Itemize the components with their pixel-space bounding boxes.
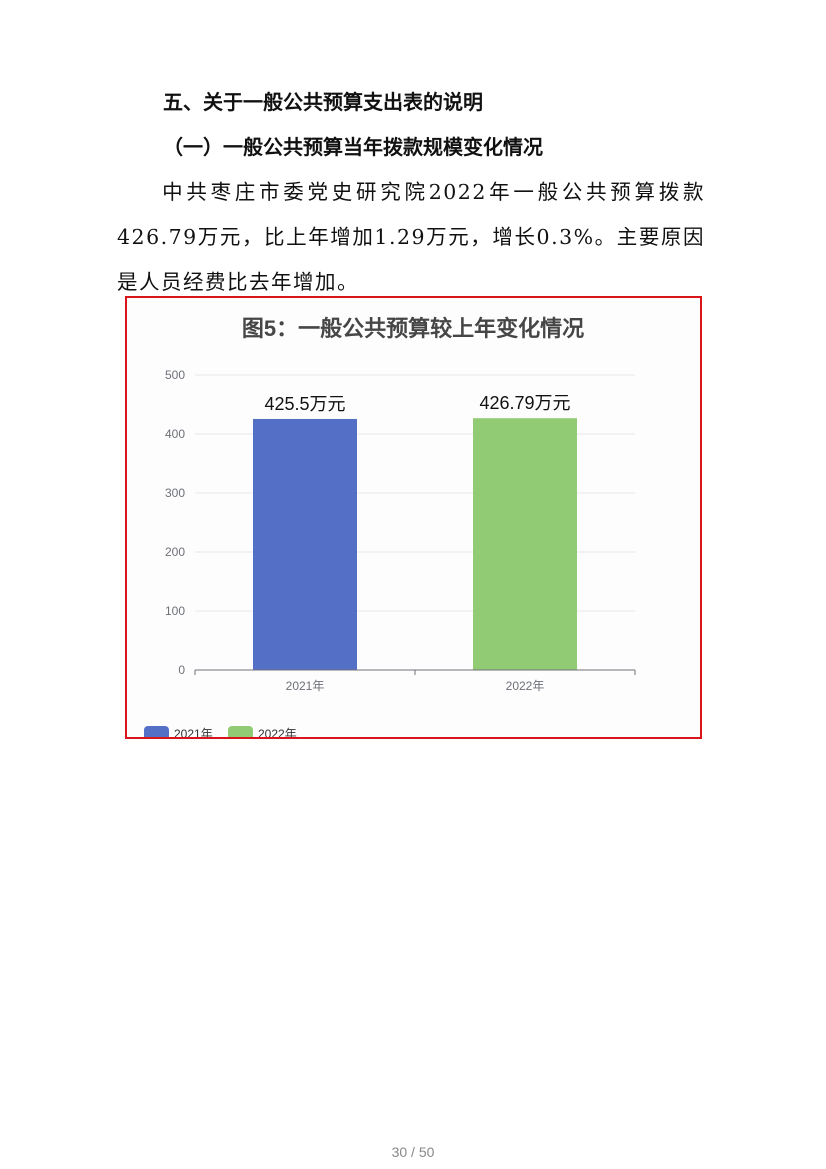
y-tick-label: 400 bbox=[165, 427, 185, 441]
legend-label: 2022年 bbox=[258, 727, 297, 737]
data-label: 426.79万元 bbox=[479, 393, 570, 413]
x-tick-label: 2022年 bbox=[506, 679, 545, 693]
chart-title: 图5：一般公共预算较上年变化情况 bbox=[242, 316, 584, 341]
legend-swatch bbox=[228, 726, 253, 737]
legend-swatch bbox=[144, 726, 169, 737]
bar bbox=[473, 418, 577, 670]
bar bbox=[253, 418, 357, 670]
body-paragraph: 中共枣庄市委党史研究院2022年一般公共预算拨款426.79万元，比上年增加1.… bbox=[117, 180, 705, 294]
chart-svg: 图5：一般公共预算较上年变化情况 0 100 200 300 400 500 425.5万元 2… bbox=[144, 316, 636, 737]
subsection-heading: （一）一般公共预算当年拨款规模变化情况 bbox=[163, 135, 543, 159]
bar-chart: 图5：一般公共预算较上年变化情况 0 100 200 300 400 500 425.5万元 2… bbox=[125, 296, 702, 739]
y-tick-label: 200 bbox=[165, 545, 185, 559]
y-tick-label: 100 bbox=[165, 604, 185, 618]
x-tick-label: 2021年 bbox=[286, 679, 325, 693]
section-heading: 五、关于一般公共预算支出表的说明 bbox=[163, 90, 483, 114]
data-label: 425.5万元 bbox=[264, 394, 345, 414]
legend-label: 2021年 bbox=[174, 727, 213, 737]
page-number: 30 / 50 bbox=[391, 1144, 435, 1160]
y-tick-label: 300 bbox=[165, 486, 185, 500]
y-tick-label: 0 bbox=[178, 663, 185, 677]
y-tick-label: 500 bbox=[165, 368, 185, 382]
